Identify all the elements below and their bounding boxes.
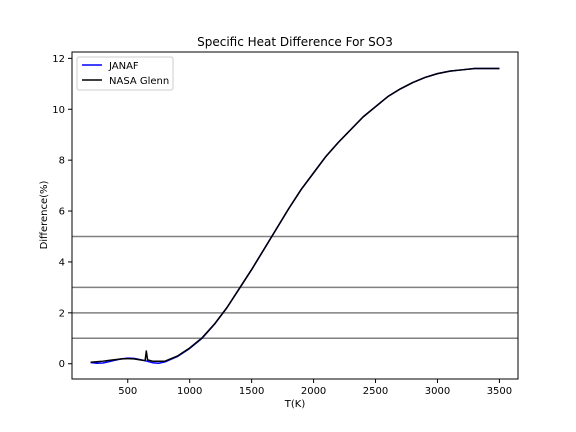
y-axis: 0 2 4 6 8 10 12 — [52, 54, 72, 370]
y-tick-label-8: 8 — [59, 156, 65, 167]
x-tick-label-3500: 3500 — [487, 386, 512, 397]
legend: JANAF NASA Glenn — [76, 56, 174, 91]
plot-frame — [71, 51, 519, 380]
chart-title: Specific Heat Difference For SO3 — [197, 35, 393, 49]
y-tick-label-10: 10 — [52, 105, 65, 116]
series-line-janaf — [90, 67, 500, 364]
x-tick-label-2000: 2000 — [301, 386, 326, 397]
y-axis-label: Difference(%) — [39, 180, 50, 249]
series-line-nasa-glenn — [90, 67, 500, 363]
x-axis: 500 1000 1500 2000 2500 3000 3500 — [118, 379, 512, 397]
x-tick-label-1000: 1000 — [177, 386, 202, 397]
x-tick-label-500: 500 — [118, 386, 137, 397]
y-tick-label-2: 2 — [59, 308, 65, 319]
x-tick-label-2500: 2500 — [363, 386, 388, 397]
reference-lines — [72, 235, 518, 340]
series-layer — [90, 67, 500, 364]
x-axis-label: T(K) — [284, 399, 306, 410]
legend-label-nasa-glenn: NASA Glenn — [109, 76, 169, 87]
legend-label-janaf: JANAF — [108, 61, 139, 72]
y-tick-label-6: 6 — [59, 207, 65, 218]
x-tick-label-3000: 3000 — [425, 386, 450, 397]
y-tick-label-12: 12 — [52, 54, 65, 65]
y-tick-label-4: 4 — [59, 257, 65, 268]
x-tick-label-1500: 1500 — [239, 386, 264, 397]
y-tick-label-0: 0 — [59, 359, 65, 370]
